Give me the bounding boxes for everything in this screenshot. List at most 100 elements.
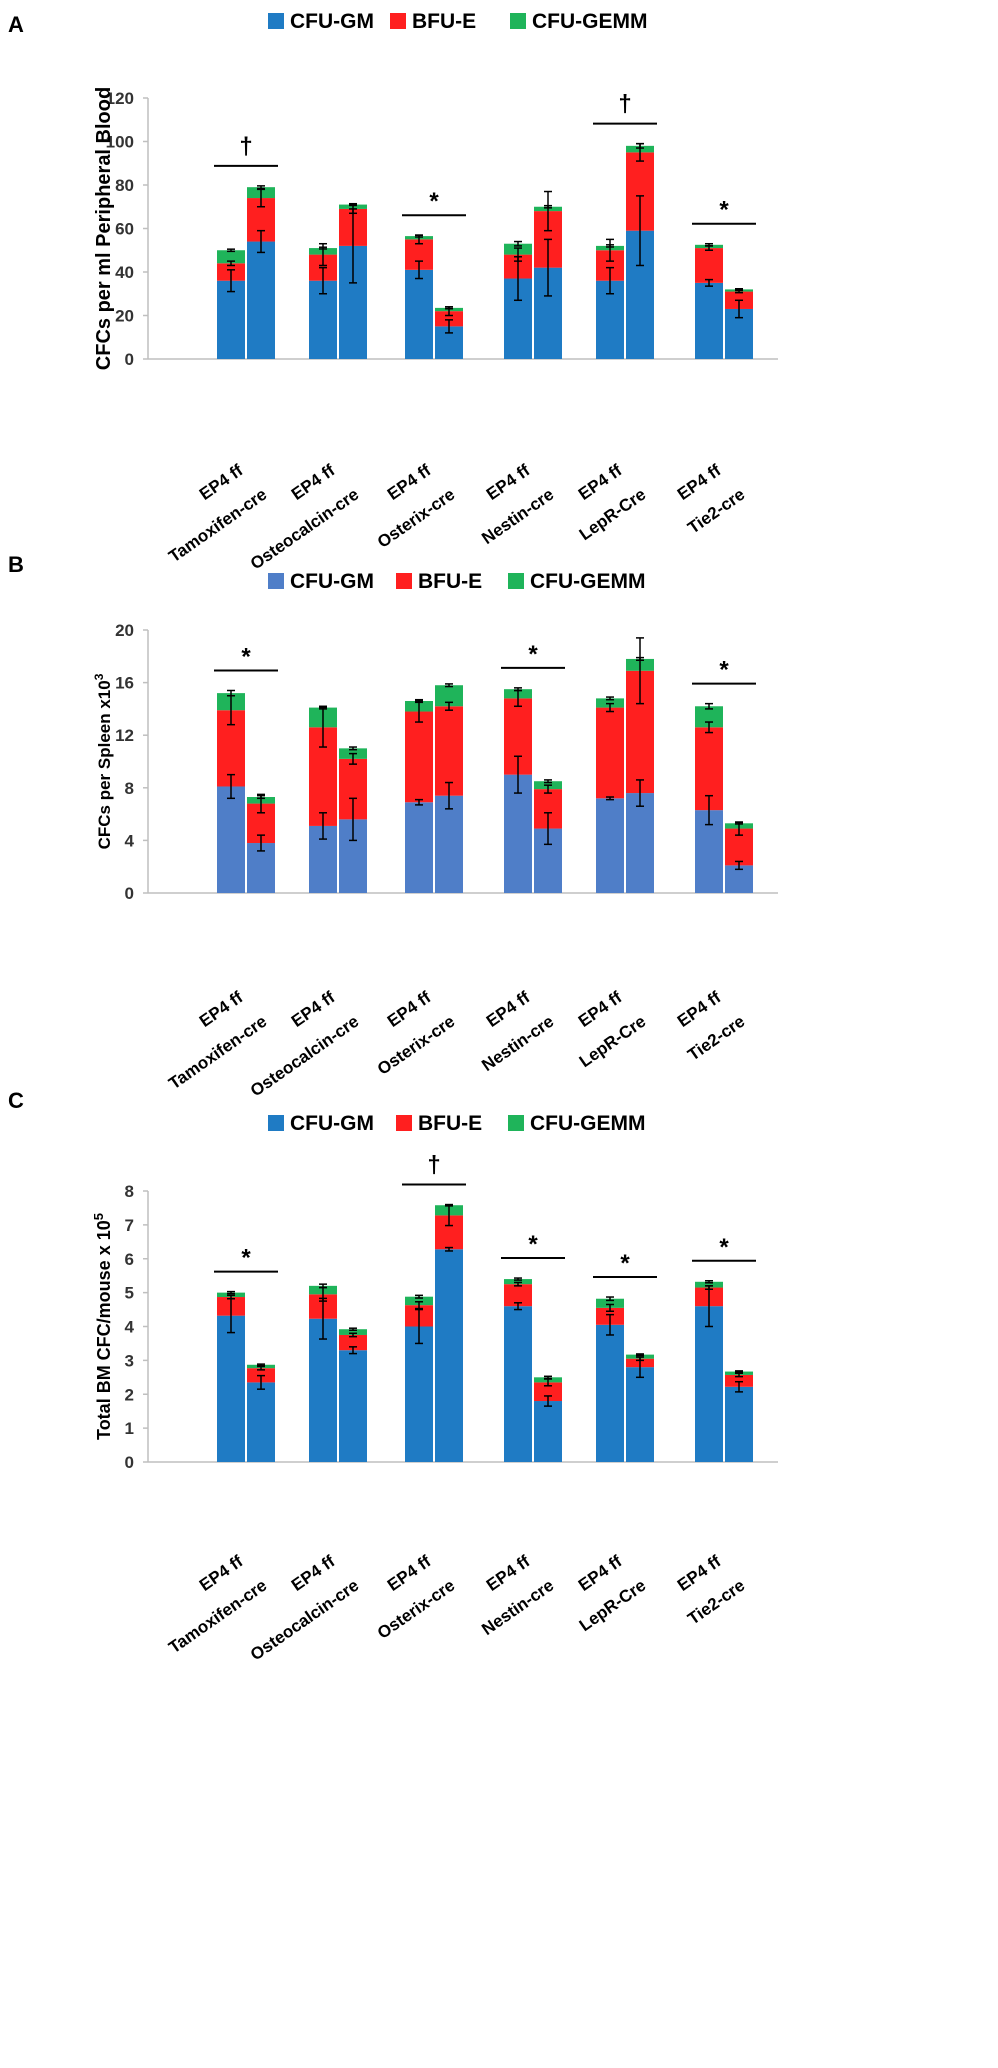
- x-tick-label-genotype: EP4 ff: [575, 461, 626, 504]
- bar-segment-cfu-gemm: [217, 250, 245, 264]
- legend-label-cfu-gm: CFU-GM: [290, 10, 374, 33]
- y-tick-label: 0: [125, 1453, 134, 1472]
- legend-swatch-cfu-gm: [268, 1115, 284, 1131]
- bar-segment-bfu-e: [725, 1374, 753, 1387]
- bar-segment-cfu-gm: [725, 1386, 753, 1462]
- x-tick-label-cre: Osterix-cre: [374, 485, 458, 552]
- y-tick-label: 12: [115, 726, 134, 745]
- bar-segment-cfu-gemm: [695, 706, 723, 728]
- legend-label-bfu-e: BFU-E: [418, 570, 482, 593]
- significance-marker: *: [620, 1250, 630, 1277]
- x-tick-label-genotype: EP4 ff: [483, 988, 534, 1031]
- panel-letter: B: [8, 552, 24, 577]
- x-tick-label-genotype: EP4 ff: [674, 461, 725, 504]
- bar-segment-cfu-gm: [405, 802, 433, 893]
- y-tick-label: 6: [125, 1250, 134, 1269]
- significance-marker: †: [239, 133, 252, 160]
- bar-segment-cfu-gm: [339, 1350, 367, 1462]
- bar-segment-cfu-gm: [534, 1401, 562, 1462]
- y-tick-label: 5: [125, 1284, 134, 1303]
- bar-segment-cfu-gemm: [405, 1296, 433, 1306]
- bar-segment-cfu-gm: [596, 1324, 624, 1462]
- bar-segment-bfu-e: [405, 711, 433, 803]
- significance-marker: *: [429, 188, 439, 215]
- x-tick-label-genotype: EP4 ff: [483, 461, 534, 504]
- x-tick-label-genotype: EP4 ff: [575, 988, 626, 1031]
- x-tick-label-genotype: EP4 ff: [674, 1552, 725, 1595]
- bar-segment-cfu-gm: [626, 793, 654, 893]
- y-tick-label: 7: [125, 1216, 134, 1235]
- x-tick-label-genotype: EP4 ff: [288, 1552, 339, 1595]
- bar-segment-cfu-gm: [217, 786, 245, 893]
- bar-segment-cfu-gm: [435, 795, 463, 893]
- bar-segment-cfu-gm: [504, 774, 532, 893]
- bar-segment-cfu-gm: [405, 1326, 433, 1462]
- legend-label-cfu-gm: CFU-GM: [290, 1112, 374, 1135]
- bar-segment-cfu-gm: [309, 1318, 337, 1462]
- bar-segment-bfu-e: [596, 707, 624, 799]
- bar-segment-cfu-gm: [217, 1315, 245, 1462]
- x-tick-label-genotype: EP4 ff: [384, 461, 435, 504]
- legend-label-cfu-gemm: CFU-GEMM: [532, 10, 647, 33]
- bar-segment-cfu-gm: [695, 282, 723, 359]
- legend-swatch-bfu-e: [396, 1115, 412, 1131]
- x-tick-label-genotype: EP4 ff: [288, 461, 339, 504]
- y-tick-label: 120: [106, 89, 134, 108]
- y-tick-label: 100: [106, 133, 134, 152]
- legend-label-bfu-e: BFU-E: [418, 1112, 482, 1135]
- significance-marker: *: [719, 1234, 729, 1261]
- y-axis-label: CFCs per Spleen x103: [92, 673, 114, 849]
- legend-label-cfu-gm: CFU-GM: [290, 570, 374, 593]
- x-tick-label-genotype: EP4 ff: [196, 461, 247, 504]
- panel-a: A CFU-GM BFU-E CFU-GEMM 0 20 40 60 80 100 120CFCs …: [8, 10, 778, 573]
- bar-segment-bfu-e: [504, 1284, 532, 1307]
- significance-marker: *: [241, 643, 251, 670]
- y-axis-label: Total BM CFC/mouse x 105: [91, 1213, 115, 1440]
- x-tick-label-cre: Osterix-cre: [374, 1576, 458, 1643]
- y-tick-label: 0: [125, 884, 134, 903]
- y-tick-label: 4: [125, 1318, 135, 1337]
- x-tick-label-genotype: EP4 ff: [575, 1552, 626, 1595]
- x-tick-label-genotype: EP4 ff: [384, 988, 435, 1031]
- y-axis-label: CFCs per ml Peripheral Blood: [93, 87, 115, 370]
- y-tick-label: 60: [115, 220, 134, 239]
- y-tick-label: 8: [125, 779, 134, 798]
- bar-segment-cfu-gm: [504, 1306, 532, 1462]
- y-tick-label: 16: [115, 674, 134, 693]
- bar-segment-cfu-gemm: [504, 1279, 532, 1285]
- legend-swatch-cfu-gemm: [510, 13, 526, 29]
- panel-c: C CFU-GM BFU-E CFU-GEMM 0 1 2 3 4 5 6 7 8 Total BM CF…: [8, 1088, 778, 1664]
- y-tick-label: 80: [115, 176, 134, 195]
- bar-segment-bfu-e: [435, 311, 463, 327]
- significance-marker: †: [427, 1152, 440, 1179]
- y-tick-label: 4: [125, 831, 135, 850]
- bar-segment-bfu-e: [435, 706, 463, 796]
- panel-b: B CFU-GM BFU-E CFU-GEMM 0 4 8 12 16 20 CFCs per Sp…: [8, 552, 778, 1100]
- x-tick-label-genotype: EP4 ff: [674, 988, 725, 1031]
- legend-swatch-cfu-gemm: [508, 573, 524, 589]
- legend-swatch-cfu-gemm: [508, 1115, 524, 1131]
- y-tick-label: 40: [115, 263, 134, 282]
- y-tick-label: 2: [125, 1385, 134, 1404]
- y-tick-label: 1: [125, 1419, 134, 1438]
- bar-segment-cfu-gemm: [339, 1329, 367, 1335]
- bar-segment-cfu-gm: [695, 1306, 723, 1462]
- legend-label-cfu-gemm: CFU-GEMM: [530, 1112, 645, 1135]
- significance-marker: *: [719, 197, 729, 224]
- significance-marker: *: [241, 1245, 251, 1272]
- bar-segment-cfu-gm: [405, 269, 433, 359]
- panel-letter: C: [8, 1088, 24, 1113]
- x-tick-label-genotype: EP4 ff: [483, 1552, 534, 1595]
- bar-segment-cfu-gm: [247, 241, 275, 359]
- legend-swatch-bfu-e: [396, 573, 412, 589]
- y-tick-label: 3: [125, 1351, 134, 1370]
- x-tick-label-genotype: EP4 ff: [196, 1552, 247, 1595]
- y-axis-label-exponent: 5: [91, 1213, 106, 1220]
- x-tick-label-genotype: EP4 ff: [288, 988, 339, 1031]
- bar-segment-cfu-gemm: [596, 1298, 624, 1308]
- legend-label-cfu-gemm: CFU-GEMM: [530, 570, 645, 593]
- legend-swatch-bfu-e: [390, 13, 406, 29]
- legend-swatch-cfu-gm: [268, 13, 284, 29]
- x-tick-label-cre: Osterix-cre: [374, 1012, 458, 1079]
